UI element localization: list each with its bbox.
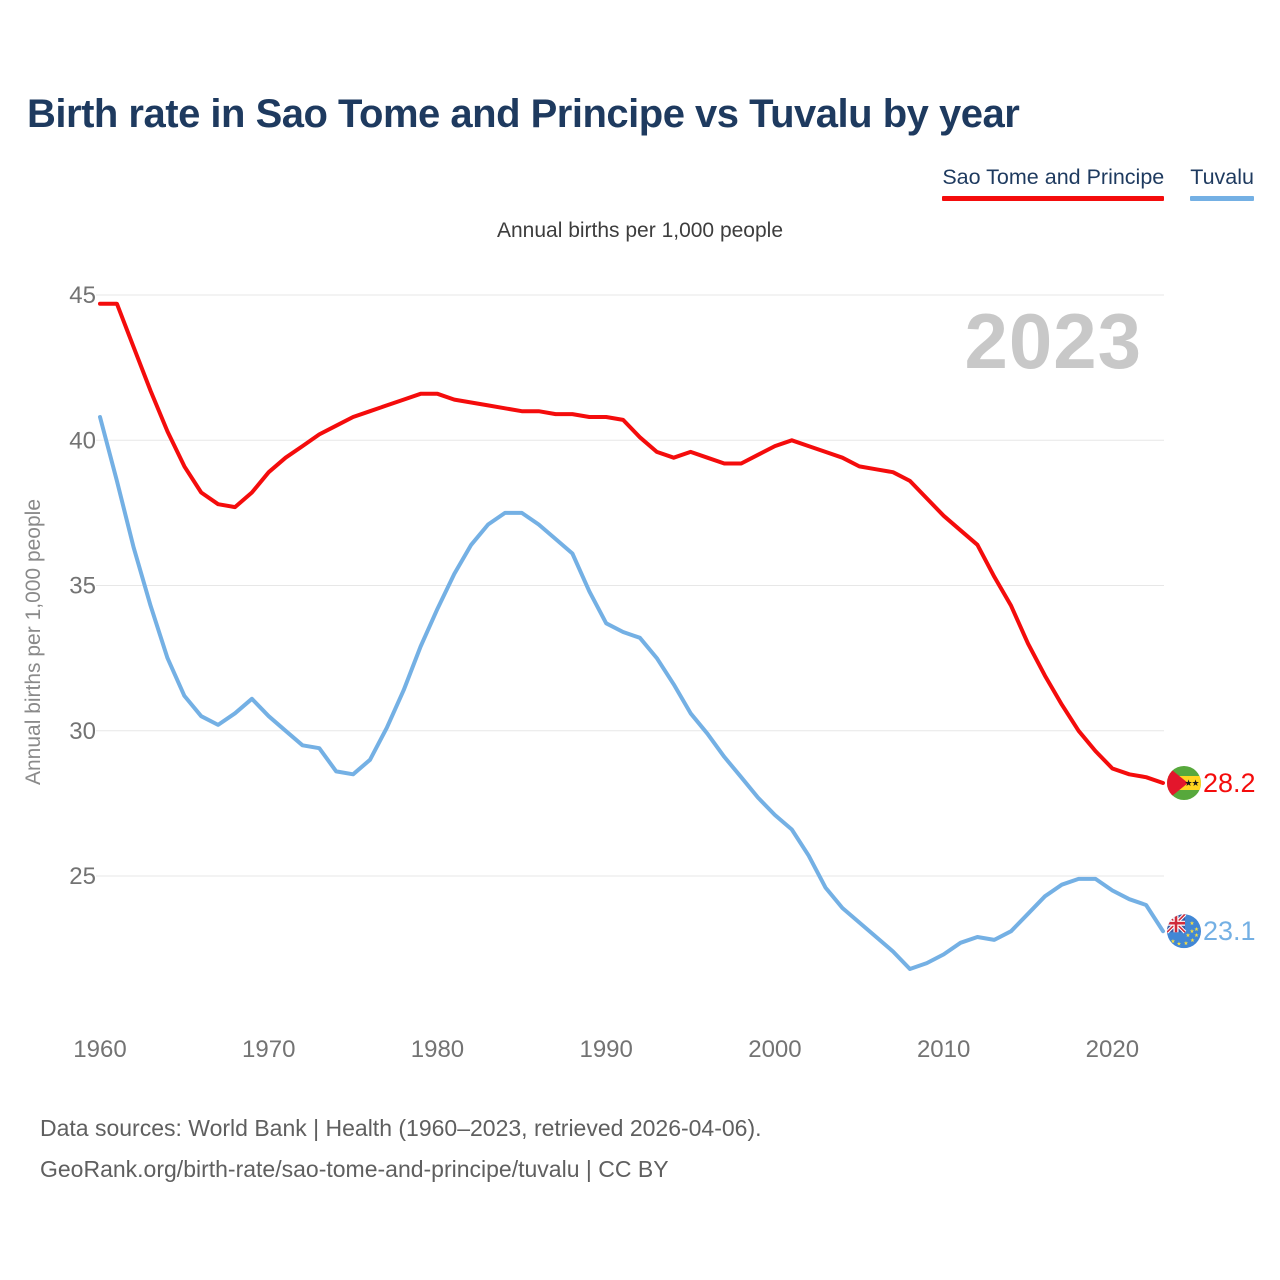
y-axis-tick-label: 30 [69,718,96,745]
y-axis-tick-labels: 45 40 35 30 25 [69,282,96,890]
x-axis-tick-label: 1970 [242,1036,295,1063]
data-sources-line: Data sources: World Bank | Health (1960–… [40,1115,762,1141]
tuvalu-flag-icon: ★ ★ ★ ★ ★ ★ ★ ★ ★ [1167,914,1201,949]
attribution-line: GeoRank.org/birth-rate/sao-tome-and-prin… [40,1156,669,1182]
x-axis-tick-label: 2010 [917,1036,970,1063]
svg-text:★: ★ [1184,940,1189,947]
svg-text:★: ★ [1190,937,1195,944]
svg-text:★: ★ [1191,778,1199,788]
x-axis-tick-label: 2000 [748,1036,801,1063]
svg-text:★: ★ [1177,941,1182,948]
series-line-tuvalu [98,415,1165,971]
x-axis-tick-label: 1980 [411,1036,464,1063]
x-axis-tick-label: 1990 [579,1036,632,1063]
y-axis-tick-label: 40 [69,427,96,454]
footer: Data sources: World Bank | Health (1960–… [40,1108,762,1190]
y-axis-tick-label: 35 [69,573,96,600]
svg-text:★: ★ [1190,920,1195,927]
svg-text:★: ★ [1194,926,1199,933]
legend-color-bar [1190,196,1254,201]
svg-text:★: ★ [1190,928,1195,935]
gridlines [96,294,1164,877]
watermark-year: 2023 [964,297,1142,385]
series-line-sao-tome-and-principe [98,301,1165,785]
sao-tome-flag-icon: ★ ★ [1167,766,1201,800]
legend-item-sao-tome-and-principe[interactable]: Sao Tome and Principe [942,165,1165,201]
legend: Sao Tome and Principe Tuvalu [942,165,1254,201]
legend-color-bar [942,196,1165,201]
x-axis-tick-label: 2020 [1086,1036,1139,1063]
legend-label: Tuvalu [1190,165,1254,189]
svg-text:★: ★ [1194,932,1199,939]
series-end-value: 23.1 [1203,916,1256,946]
x-axis-tick-labels: 1960 1970 1980 1990 2000 2010 2020 [73,1036,1139,1063]
y-axis-tick-label: 25 [69,863,96,890]
svg-text:★: ★ [1186,932,1191,939]
y-axis-tick-label: 45 [69,282,96,309]
legend-item-tuvalu[interactable]: Tuvalu [1190,165,1254,201]
series-lines [98,301,1165,971]
svg-text:★: ★ [1171,938,1176,945]
x-axis-tick-label: 1960 [73,1036,126,1063]
chart-subtitle: Annual births per 1,000 people [496,219,784,242]
legend-label: Sao Tome and Principe [942,165,1165,189]
page-title: Birth rate in Sao Tome and Principe vs T… [27,92,1020,136]
series-end-value: 28.2 [1203,768,1256,798]
svg-text:★: ★ [1184,778,1192,788]
